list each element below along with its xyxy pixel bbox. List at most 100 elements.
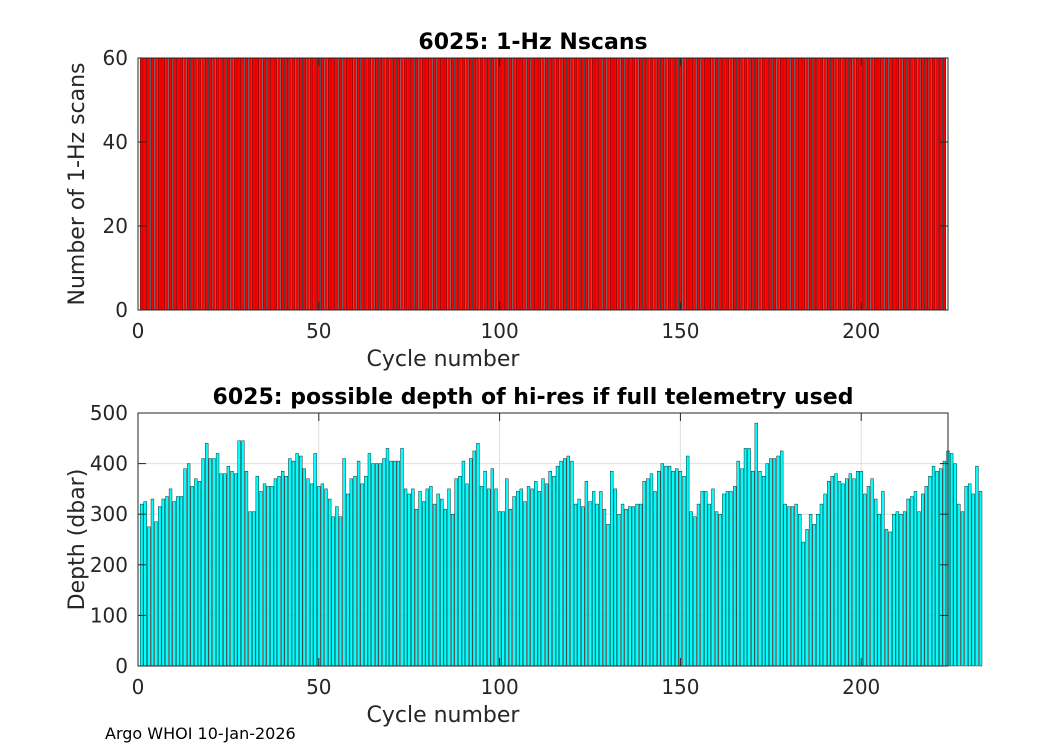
- bar: [798, 514, 802, 667]
- bar: [877, 514, 881, 667]
- bar: [895, 511, 900, 667]
- bar: [584, 481, 589, 667]
- bar: [324, 57, 328, 311]
- bar: [371, 463, 375, 667]
- bar: [544, 483, 549, 667]
- bar: [693, 516, 697, 667]
- bar: [769, 458, 773, 667]
- bar: [317, 57, 321, 311]
- bar: [617, 57, 621, 311]
- bar: [393, 460, 397, 667]
- bar: [917, 57, 921, 311]
- bar: [902, 511, 907, 667]
- bar: [461, 460, 466, 667]
- bar: [711, 57, 715, 311]
- chart-2: 0 50 100 150 200 0 100 200 300 400 500 6025: possib…: [65, 385, 983, 728]
- bar: [230, 57, 234, 311]
- bar: [729, 57, 733, 311]
- bar: [490, 468, 495, 667]
- bar: [678, 470, 683, 667]
- bar: [429, 57, 433, 311]
- bar: [953, 463, 957, 667]
- bar: [168, 488, 173, 667]
- bar: [215, 57, 220, 311]
- bar: [624, 508, 628, 667]
- x-tick-label: 150: [661, 675, 699, 699]
- bar: [139, 503, 144, 667]
- bar: [718, 57, 722, 311]
- bar: [921, 493, 925, 667]
- bar: [939, 57, 943, 311]
- bar: [165, 496, 169, 667]
- bar: [819, 503, 824, 667]
- bar: [740, 468, 744, 667]
- bar: [874, 57, 878, 311]
- bar: [780, 57, 784, 311]
- bar: [277, 57, 281, 311]
- bar: [483, 470, 487, 667]
- bar: [805, 529, 809, 667]
- bar: [349, 478, 353, 667]
- chart-1: 0 50 100 150 200 0 20 40 60 6025: 1-Hz Nscans Cycl…: [65, 30, 949, 372]
- bar: [812, 524, 816, 667]
- bar: [248, 57, 252, 311]
- bar: [429, 486, 433, 667]
- bar: [787, 57, 791, 311]
- bar: [400, 57, 404, 311]
- bar: [888, 531, 892, 667]
- bar: [205, 443, 209, 667]
- bar: [758, 57, 762, 311]
- bar: [631, 506, 636, 667]
- bar: [975, 465, 979, 667]
- bar: [602, 508, 607, 667]
- bar: [526, 486, 531, 667]
- bar: [751, 470, 755, 667]
- bar: [201, 458, 205, 667]
- y-tick-label: 60: [103, 46, 128, 70]
- bar: [396, 57, 401, 311]
- bar: [765, 57, 769, 311]
- bar: [584, 57, 589, 311]
- bar: [866, 57, 871, 311]
- bar: [798, 57, 802, 311]
- bar: [324, 488, 328, 667]
- bar: [501, 57, 505, 311]
- bar: [335, 57, 339, 311]
- bar: [233, 57, 238, 311]
- bar: [403, 57, 408, 311]
- bar: [942, 57, 947, 311]
- bar: [971, 493, 975, 667]
- bar: [855, 470, 860, 667]
- bar: [649, 57, 654, 311]
- bar: [259, 491, 263, 667]
- bar: [921, 57, 925, 311]
- bar: [935, 470, 939, 667]
- bar: [591, 57, 596, 311]
- bar: [657, 470, 661, 667]
- bar: [469, 458, 473, 667]
- bar: [465, 57, 469, 311]
- bar: [219, 57, 223, 311]
- bar: [794, 503, 798, 667]
- bar: [664, 57, 668, 311]
- bar: [657, 57, 661, 311]
- bar: [403, 488, 408, 667]
- y-tick-label: 0: [115, 654, 128, 678]
- bar: [483, 57, 487, 311]
- bar: [834, 57, 838, 311]
- bar: [508, 508, 513, 667]
- bar: [512, 496, 516, 667]
- bar: [436, 57, 440, 311]
- bar: [595, 503, 599, 667]
- bar: [599, 491, 603, 667]
- bar: [772, 458, 777, 667]
- y-tick-label: 20: [103, 214, 128, 238]
- bar: [689, 511, 693, 667]
- bar: [497, 511, 502, 667]
- bar: [346, 493, 350, 667]
- bar: [758, 470, 762, 667]
- bar: [638, 57, 643, 311]
- bar: [635, 503, 639, 667]
- bar: [638, 503, 643, 667]
- bar: [534, 481, 538, 667]
